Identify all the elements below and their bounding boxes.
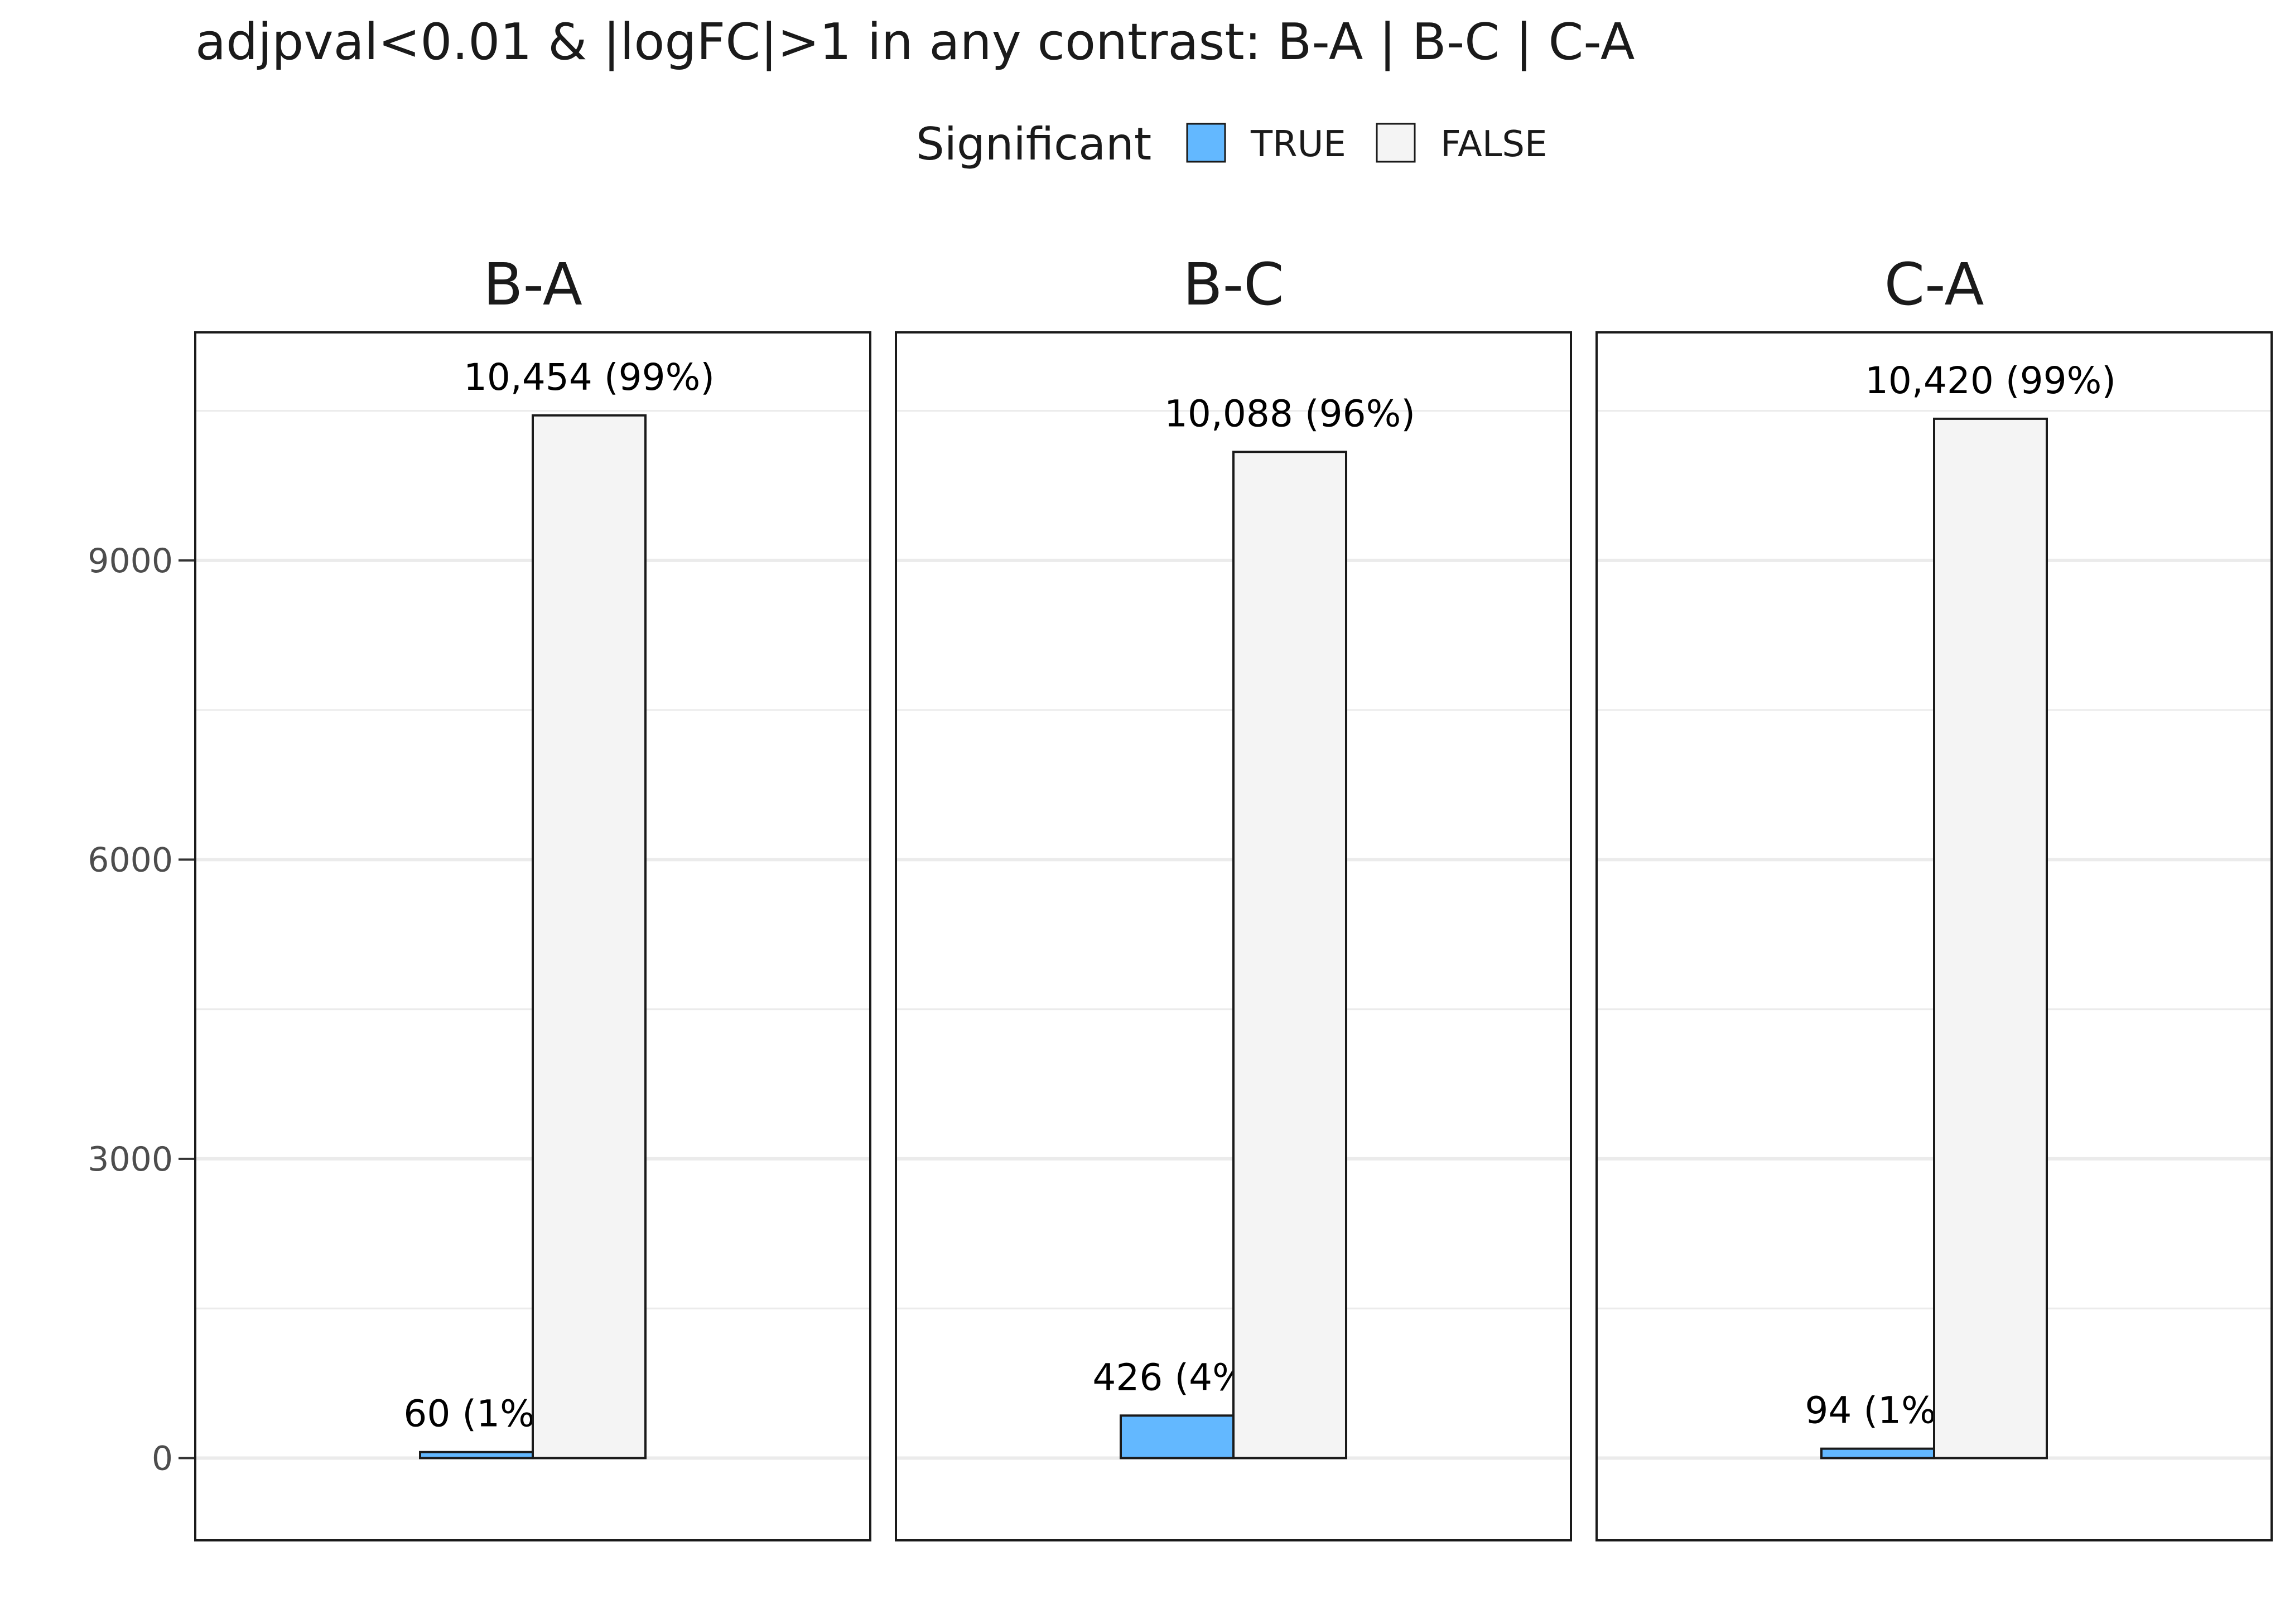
- bar-false: [1933, 417, 2048, 1459]
- panel-border: [1595, 331, 2273, 1541]
- bar-data-label: 10,454 (99%): [464, 356, 715, 399]
- bar-data-label: 60 (1%): [403, 1393, 549, 1436]
- panel-border: [194, 331, 871, 1541]
- bar-data-label: 10,420 (99%): [1865, 359, 2116, 402]
- legend: Significant TRUE FALSE: [916, 118, 1547, 170]
- y-tick-label: 6000: [88, 840, 173, 879]
- y-tick-label: 3000: [88, 1140, 173, 1179]
- legend-title: Significant: [916, 118, 1151, 170]
- bar-false: [532, 414, 647, 1459]
- legend-label-true: TRUE: [1250, 124, 1346, 165]
- facet-strip-label: B-A: [483, 250, 582, 318]
- chart-title: adjpval<0.01 & |logFC|>1 in any contrast…: [195, 13, 1635, 71]
- legend-swatch-false: [1376, 123, 1416, 163]
- facet-panel: C-A 94 (1%) 10,420 (99%): [1595, 250, 2273, 1541]
- y-axis: 0 3000 6000 9000: [88, 542, 195, 1478]
- bar-true: [1820, 1447, 1935, 1459]
- legend-swatch-true: [1186, 123, 1226, 163]
- bar-true: [419, 1451, 534, 1459]
- bar-true: [1120, 1414, 1235, 1459]
- bar-data-label: 10,088 (96%): [1164, 392, 1415, 435]
- facet-strip-label: B-C: [1183, 250, 1284, 318]
- facet-strip-label: C-A: [1884, 250, 1984, 318]
- y-tick-label: 9000: [88, 542, 173, 581]
- bar-data-label: 94 (1%): [1805, 1389, 1950, 1432]
- y-tick-label: 0: [152, 1439, 173, 1478]
- legend-label-false: FALSE: [1440, 124, 1547, 165]
- panel-border: [895, 331, 1572, 1541]
- bar-false: [1232, 451, 1347, 1459]
- facet-panel: B-A 60 (1%) 10,454 (99%): [194, 250, 871, 1541]
